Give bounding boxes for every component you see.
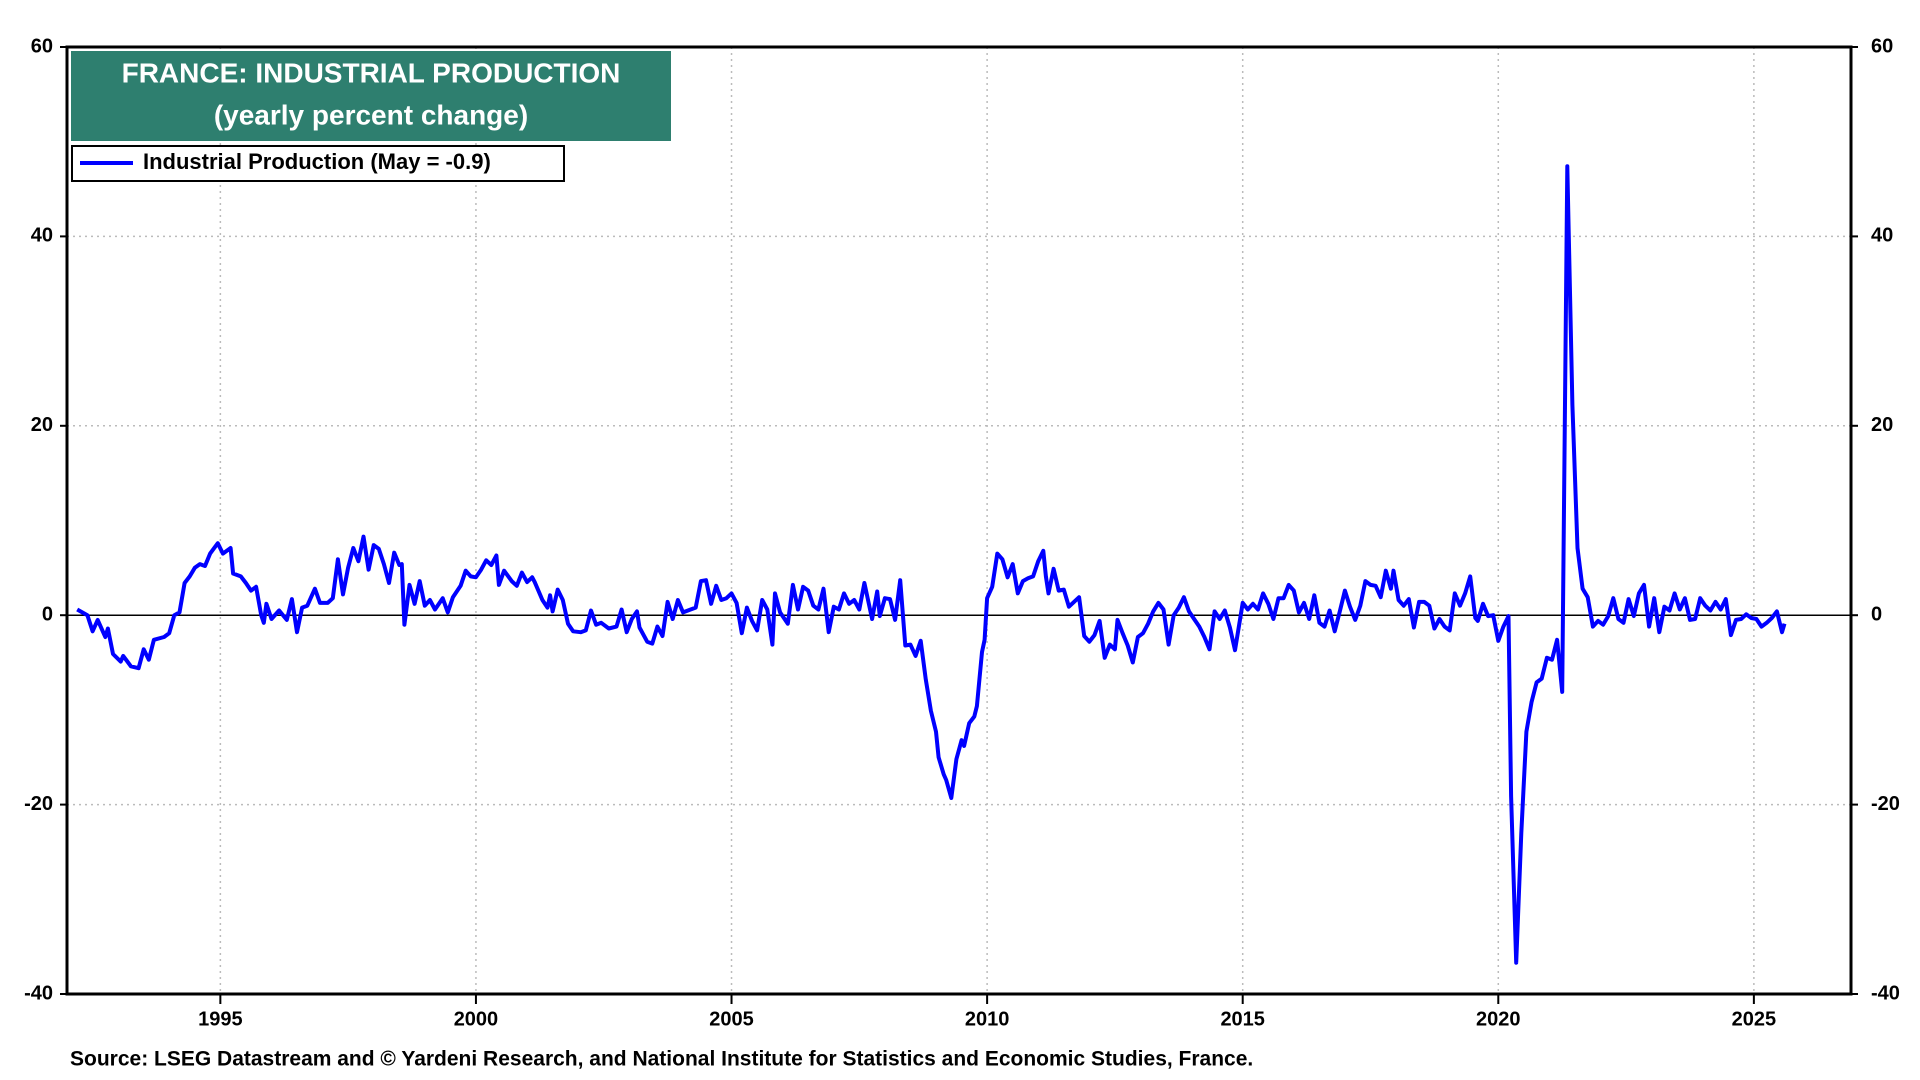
- y2-tick-label: -40: [1871, 982, 1900, 1004]
- x-tick-label: 2010: [965, 1008, 1010, 1030]
- x-tick-label: 2025: [1732, 1008, 1777, 1030]
- y2-tick-label: 60: [1871, 35, 1893, 57]
- legend-box: [71, 145, 565, 182]
- x-tick-label: 1995: [198, 1008, 243, 1030]
- chart-title: FRANCE: INDUSTRIAL PRODUCTION: [122, 57, 621, 88]
- y-tick-label: 60: [31, 35, 53, 57]
- y-tick-label: 20: [31, 414, 53, 436]
- y-tick-label: -40: [24, 982, 53, 1004]
- title-box: [71, 51, 671, 141]
- series-line: [76, 164, 1787, 965]
- x-tick-label: 2015: [1220, 1008, 1265, 1030]
- source-note: Source: LSEG Datastream and © Yardeni Re…: [70, 1048, 1253, 1071]
- plot-frame: [65, 45, 1853, 996]
- y2-tick-label: 40: [1871, 225, 1893, 247]
- legend-label: Industrial Production (May = -0.9): [143, 149, 491, 174]
- y-tick-label: 0: [42, 603, 53, 625]
- y-tick-label: 40: [31, 225, 53, 247]
- y-tick-label: -20: [24, 793, 53, 815]
- y2-tick-label: 0: [1871, 603, 1882, 625]
- x-tick-label: 2000: [454, 1008, 499, 1030]
- chart-subtitle: (yearly percent change): [214, 99, 528, 130]
- x-tick-label: 2005: [709, 1008, 754, 1030]
- y2-tick-label: 20: [1871, 414, 1893, 436]
- y2-tick-label: -20: [1871, 793, 1900, 815]
- x-tick-label: 2020: [1476, 1008, 1521, 1030]
